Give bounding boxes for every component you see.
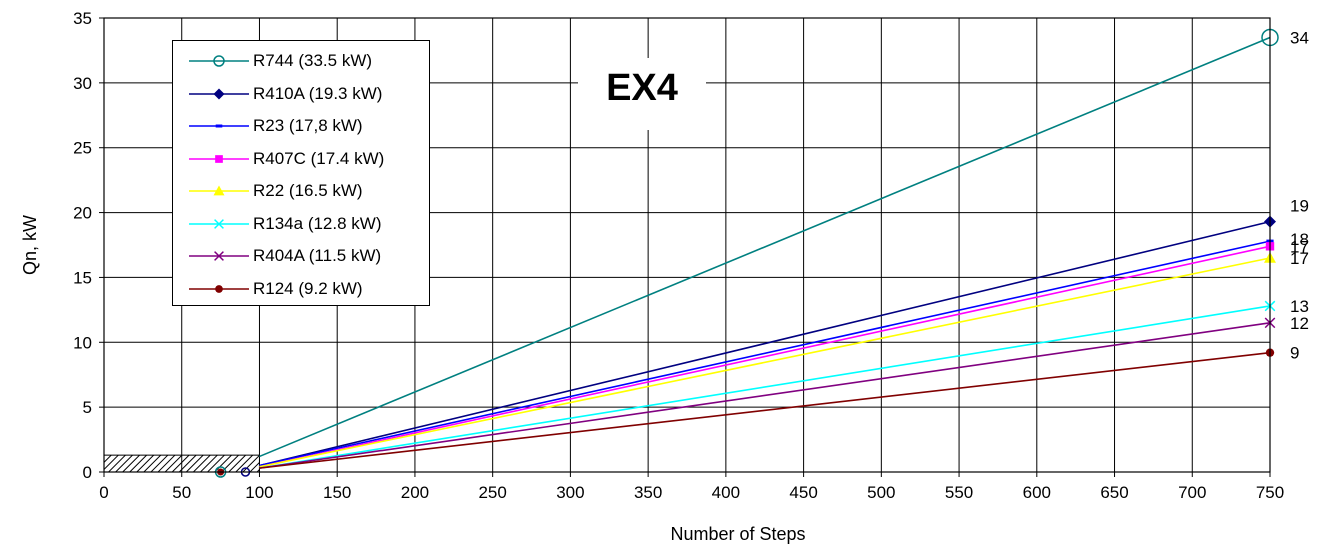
legend-label: R404A (11.5 kW)	[253, 246, 382, 265]
legend-swatch	[189, 88, 249, 99]
legend-swatch	[189, 185, 249, 196]
series-line	[259, 245, 1271, 468]
legend-label: R407C (17.4 kW)	[253, 148, 385, 168]
end-value-label: 13	[1290, 297, 1309, 316]
legend-item: R23 (17,8 kW)	[173, 110, 429, 143]
series-line	[259, 322, 1271, 469]
x-tick-label: 750	[1256, 483, 1284, 502]
x-tick-label: 400	[712, 483, 740, 502]
x-tick-label: 600	[1023, 483, 1051, 502]
x-tick-label: 200	[401, 483, 429, 502]
legend-item: R22 (16.5 kW)	[173, 175, 429, 208]
legend-marker	[215, 154, 223, 163]
x-tick-label: 350	[634, 483, 662, 502]
x-tick-label: 500	[867, 483, 895, 502]
series-line	[259, 257, 1271, 468]
x-tick-label: 550	[945, 483, 973, 502]
y-tick-label: 25	[73, 139, 92, 158]
x-tick-label: 650	[1100, 483, 1128, 502]
series-line	[259, 220, 1271, 467]
chart-title: EX4	[606, 67, 678, 109]
y-tick-label: 30	[73, 74, 92, 93]
series-line	[259, 240, 1271, 467]
x-tick-label: 700	[1178, 483, 1206, 502]
legend-label: R744 (33.5 kW)	[253, 51, 373, 70]
legend-item: R407C (17.4 kW)	[173, 143, 429, 176]
end-value-label: 17	[1290, 249, 1309, 268]
legend-item: R134a (12.8 kW)	[173, 208, 429, 241]
hatched-region	[103, 454, 260, 473]
legend-swatch	[189, 55, 249, 67]
x-tick-label: 250	[478, 483, 506, 502]
end-value-label: 12	[1290, 314, 1309, 333]
x-axis-label: Number of Steps	[670, 524, 805, 544]
legend-swatch	[189, 154, 249, 163]
legend-item: R404A (11.5 kW)	[173, 240, 429, 273]
end-value-label: 34	[1290, 28, 1309, 47]
end-value-label: 19	[1290, 197, 1309, 216]
y-tick-label: 15	[73, 268, 92, 287]
legend-label: R124 (9.2 kW)	[253, 278, 363, 298]
y-tick-label: 0	[83, 463, 92, 482]
x-tick-label: 300	[556, 483, 584, 502]
legend: R744 (33.5 kW) R410A (19.3 kW) R23 (17,8 k…	[172, 40, 430, 306]
x-tick-label: 100	[245, 483, 273, 502]
legend-marker	[215, 124, 223, 128]
x-tick-label: 150	[323, 483, 351, 502]
x-tick-label: 50	[172, 483, 191, 502]
x-tick-label: 450	[789, 483, 817, 502]
legend-marker	[213, 88, 225, 99]
legend-swatch	[189, 218, 249, 229]
legend-label: R23 (17,8 kW)	[253, 116, 363, 135]
end-value-label: 18	[1290, 230, 1309, 249]
legend-swatch	[189, 284, 249, 293]
legend-item: R124 (9.2 kW)	[173, 273, 429, 306]
legend-marker	[215, 284, 223, 293]
legend-label: R134a (12.8 kW)	[253, 213, 382, 233]
series-lines	[214, 28, 1279, 478]
tick-labels: 0 50 100 150 200 250 300 350 400 450 500 550 600 650 7…	[73, 9, 1284, 502]
legend-marker	[214, 218, 224, 229]
x-tick-label: 0	[99, 483, 108, 502]
legend-item: R410A (19.3 kW)	[173, 78, 429, 111]
end-value-label: 9	[1290, 344, 1299, 363]
y-axis-label: Qn, kW	[20, 215, 40, 275]
plot-frame	[103, 17, 1271, 473]
legend-swatch	[189, 124, 249, 128]
y-tick-label: 35	[73, 9, 92, 28]
y-tick-label: 10	[73, 333, 92, 352]
legend-item: R744 (33.5 kW)	[173, 45, 429, 78]
end-value-label: 17	[1290, 237, 1309, 256]
series-line	[259, 36, 1271, 458]
legend-label: R410A (19.3 kW)	[253, 83, 383, 103]
hatched-box	[103, 454, 260, 473]
y-tick-label: 20	[73, 204, 92, 223]
legend-marker	[213, 55, 225, 67]
axes	[99, 17, 1271, 477]
chart-title-box: EX4	[578, 58, 706, 130]
legend-swatch	[189, 251, 249, 261]
legend-label: R22 (16.5 kW)	[253, 181, 363, 200]
legend-marker	[214, 251, 224, 261]
series-line	[259, 351, 1271, 469]
y-tick-label: 5	[83, 398, 92, 417]
series-line	[259, 305, 1271, 469]
legend-marker	[213, 185, 225, 196]
